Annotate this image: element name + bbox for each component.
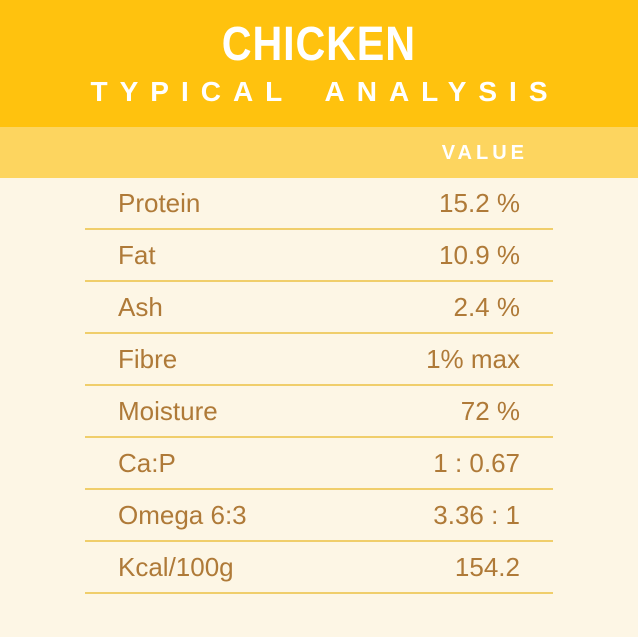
value-header-label: VALUE	[441, 141, 528, 164]
analysis-table: Protein 15.2 % Fat 10.9 % Ash 2.4 % Fibr…	[0, 178, 638, 637]
row-value: 3.36 : 1	[433, 500, 520, 530]
row-label: Ash	[118, 292, 163, 322]
table-row-cap: Ca:P 1 : 0.67	[85, 438, 553, 490]
row-value: 15.2 %	[439, 188, 520, 218]
table-row-fibre: Fibre 1% max	[85, 334, 553, 386]
table-row-moisture: Moisture 72 %	[85, 386, 553, 438]
row-label: Kcal/100g	[118, 552, 234, 582]
value-column-header: VALUE	[0, 127, 638, 178]
row-label: Ca:P	[118, 448, 176, 478]
table-row-fat: Fat 10.9 %	[85, 230, 553, 282]
row-value: 2.4 %	[453, 292, 521, 322]
row-label: Fibre	[118, 344, 178, 374]
page-title: CHICKEN	[221, 18, 417, 71]
row-label: Moisture	[118, 396, 218, 426]
table-row-kcal: Kcal/100g 154.2	[85, 542, 553, 594]
page-subtitle: TYPICAL ANALYSIS	[90, 76, 560, 107]
row-value: 10.9 %	[439, 240, 520, 270]
row-label: Protein	[118, 188, 201, 218]
table-row-ash: Ash 2.4 %	[85, 282, 553, 334]
row-label: Fat	[118, 240, 156, 270]
table-row-protein: Protein 15.2 %	[85, 178, 553, 230]
row-value: 154.2	[454, 552, 520, 582]
row-value: 1% max	[426, 344, 520, 374]
table-row-omega: Omega 6:3 3.36 : 1	[85, 490, 553, 542]
row-value: 1 : 0.67	[433, 448, 520, 478]
header-banner: CHICKEN TYPICAL ANALYSIS	[0, 0, 638, 127]
row-value: 72 %	[460, 396, 520, 426]
row-label: Omega 6:3	[118, 500, 247, 530]
